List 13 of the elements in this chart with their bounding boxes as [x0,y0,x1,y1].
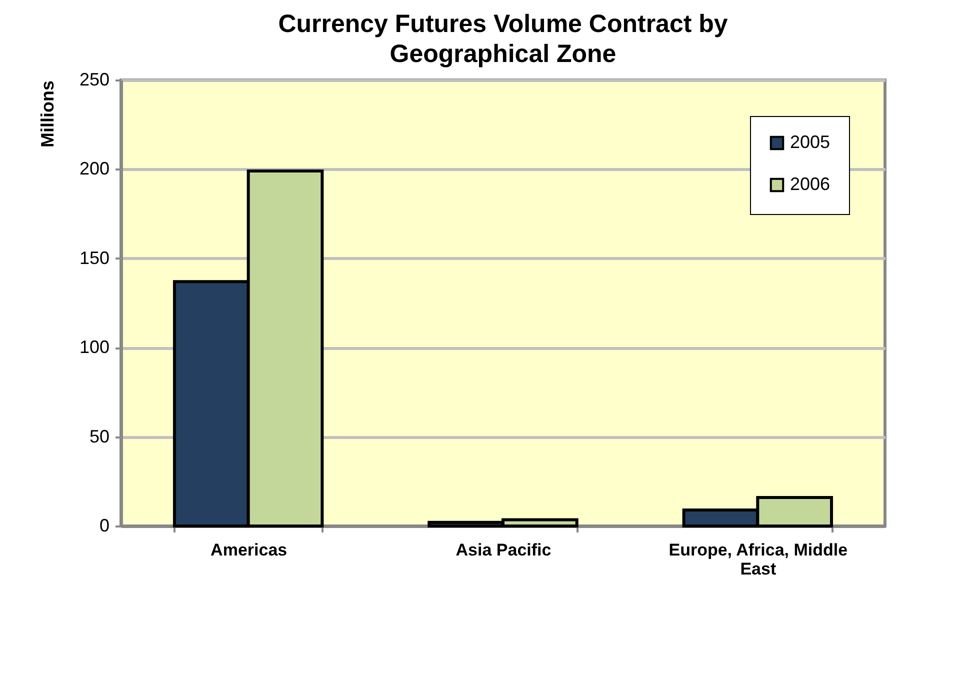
x-tick-label: Asia Pacific [456,540,552,560]
y-tick-label: 0 [99,516,110,536]
x-tick-label: Americas [210,540,288,560]
y-tick-label: 150 [79,248,110,268]
legend-label: 2005 [790,132,830,152]
x-tick-label: Europe, Africa, Middle East [668,540,848,578]
chart-title: Currency Futures Volume Contract by Geographical Zone [278,10,728,68]
y-tick-label: 250 [79,70,110,90]
y-tick-label: 100 [79,337,110,358]
y-tick-label: 200 [79,158,110,179]
legend-label: 2006 [790,174,830,194]
y-tick-label: 50 [89,426,110,446]
y-axis-title: Millions [37,80,58,148]
